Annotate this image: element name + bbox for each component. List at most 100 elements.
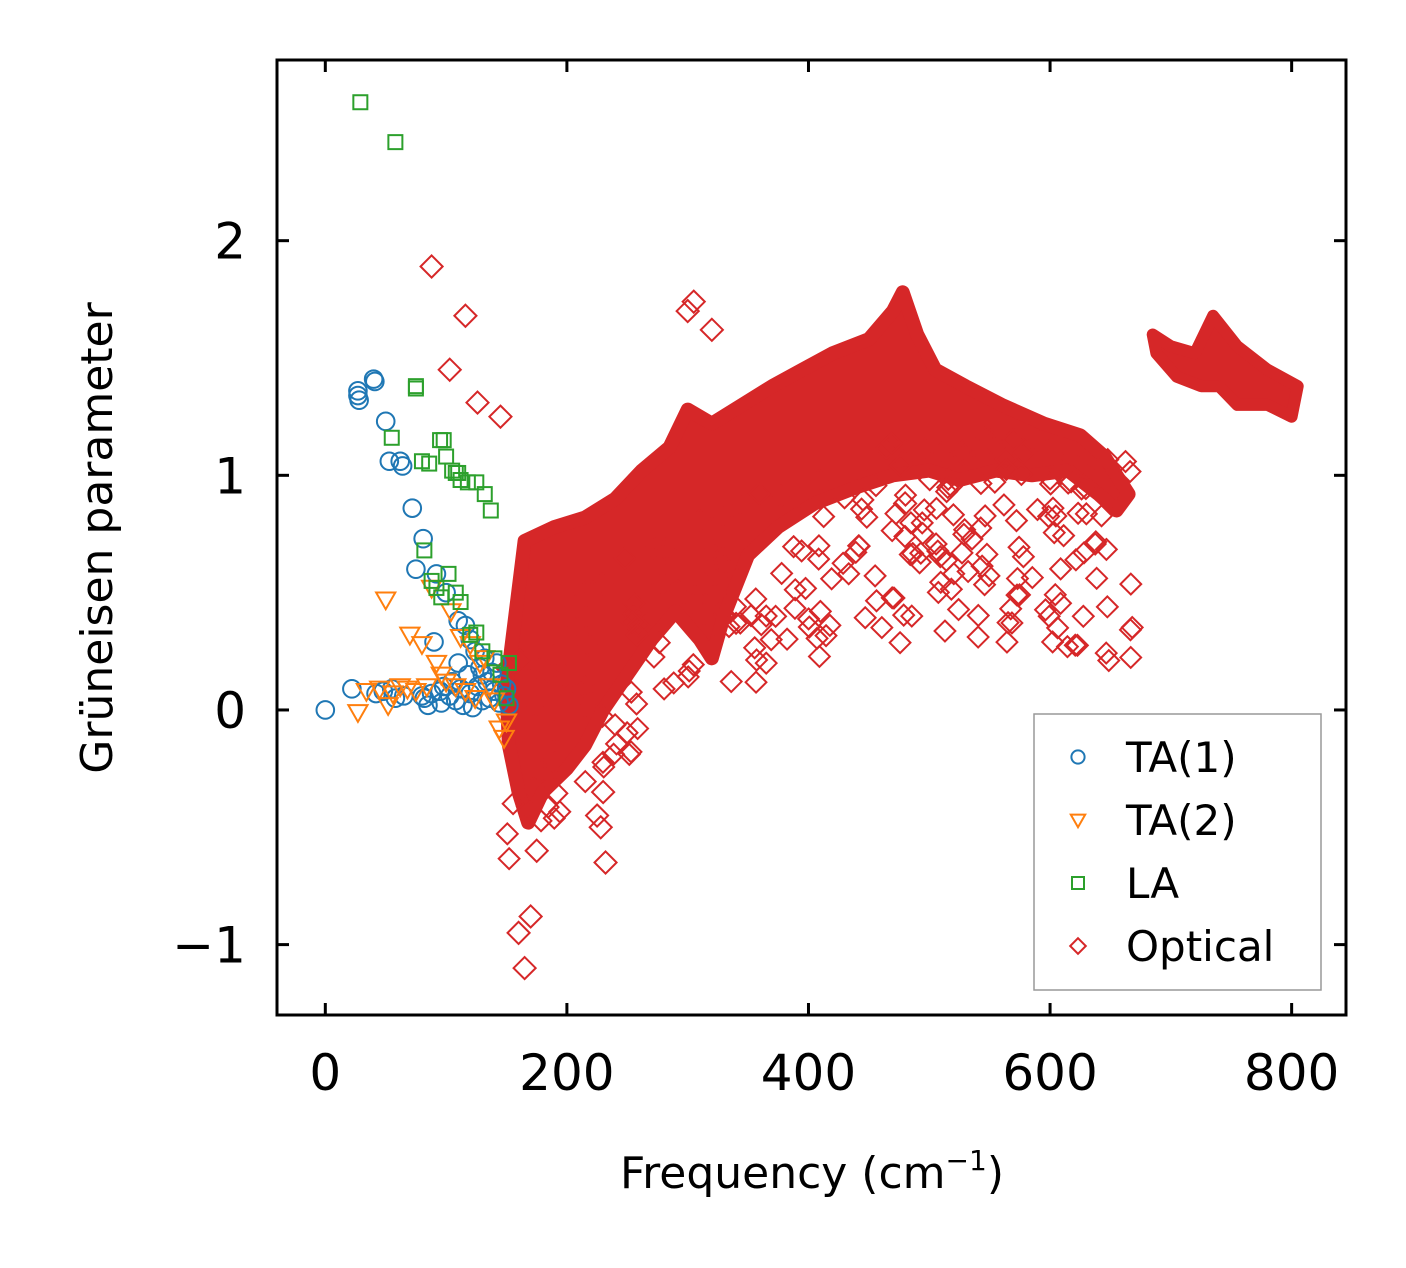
optical-point bbox=[831, 551, 855, 576]
optical-dense-region bbox=[499, 285, 1136, 830]
optical-point bbox=[928, 544, 953, 569]
ta-1-point bbox=[424, 632, 444, 652]
optical-point bbox=[818, 613, 842, 638]
ta-1-point bbox=[406, 559, 426, 579]
optical-point bbox=[677, 659, 702, 683]
optical-point bbox=[717, 614, 741, 639]
la-point bbox=[352, 94, 369, 111]
optical-point bbox=[547, 799, 572, 824]
optical-point bbox=[699, 317, 725, 343]
optical-point bbox=[769, 484, 793, 508]
optical-point bbox=[759, 627, 784, 652]
optical-point bbox=[1005, 566, 1030, 591]
optical-point bbox=[977, 564, 1001, 588]
ta-2-point bbox=[463, 690, 487, 710]
optical-high-frequency-region bbox=[1146, 309, 1304, 423]
ta-1-point bbox=[365, 371, 385, 392]
y-tick-label: 0 bbox=[214, 682, 246, 740]
ta-1-point bbox=[482, 662, 502, 683]
optical-point bbox=[564, 615, 589, 639]
ta-1-point bbox=[315, 700, 336, 720]
la-point bbox=[438, 448, 455, 465]
optical-point bbox=[879, 431, 904, 456]
optical-point bbox=[615, 720, 639, 745]
optical-point bbox=[978, 428, 1003, 452]
optical-point bbox=[624, 623, 649, 648]
optical-point bbox=[807, 644, 832, 669]
optical-point bbox=[864, 473, 888, 498]
la-point bbox=[383, 429, 400, 446]
data-marks bbox=[315, 94, 1081, 981]
optical-point bbox=[719, 669, 744, 694]
optical-point bbox=[1059, 469, 1083, 494]
plot-area bbox=[494, 285, 1304, 871]
optical-point bbox=[1118, 459, 1142, 484]
optical-point bbox=[1063, 633, 1088, 658]
optical-point bbox=[975, 542, 999, 567]
optical-point bbox=[874, 436, 899, 461]
optical-point bbox=[939, 577, 964, 602]
optical-point bbox=[1094, 537, 1119, 562]
optical-point bbox=[1037, 604, 1062, 629]
optical-point bbox=[625, 716, 650, 741]
ta-1-point bbox=[462, 697, 483, 718]
y-tick-label: 2 bbox=[214, 213, 246, 271]
optical-point bbox=[775, 627, 799, 651]
ta-2-point bbox=[376, 697, 400, 717]
ta-2-point bbox=[454, 682, 477, 703]
optical-point bbox=[1044, 504, 1068, 528]
optical-point bbox=[1064, 548, 1088, 572]
optical-point bbox=[924, 532, 948, 556]
optical-point bbox=[523, 694, 547, 718]
optical-point bbox=[1065, 633, 1090, 658]
optical-point bbox=[951, 438, 976, 463]
ta-2-point bbox=[381, 685, 405, 706]
optical-point bbox=[620, 610, 645, 634]
optical-point bbox=[723, 594, 748, 619]
optical-point bbox=[543, 719, 568, 744]
optical-point bbox=[452, 303, 478, 329]
optical-point bbox=[763, 604, 788, 629]
legend-marker bbox=[1068, 936, 1088, 956]
optical-point bbox=[789, 539, 814, 563]
optical-point bbox=[647, 630, 672, 655]
optical-point bbox=[1025, 428, 1050, 452]
optical-point bbox=[571, 673, 596, 698]
x-tick-label: 400 bbox=[761, 1044, 856, 1102]
optical-point bbox=[588, 814, 614, 840]
optical-point bbox=[893, 483, 918, 507]
optical-point bbox=[1042, 520, 1067, 545]
optical-point bbox=[853, 605, 878, 630]
optical-point bbox=[569, 681, 593, 705]
la-point bbox=[387, 134, 404, 151]
optical-point bbox=[702, 543, 727, 568]
la-point bbox=[435, 432, 452, 449]
optical-point bbox=[563, 594, 588, 619]
optical-point bbox=[591, 755, 616, 779]
optical-point bbox=[806, 547, 831, 571]
optical-point bbox=[1025, 497, 1050, 522]
optical-point bbox=[994, 457, 1019, 482]
x-tick-label: 200 bbox=[519, 1044, 614, 1102]
optical-point bbox=[590, 704, 615, 729]
optical-point bbox=[624, 692, 649, 716]
la-point bbox=[468, 474, 485, 491]
ta-2-point bbox=[439, 603, 463, 624]
optical-point bbox=[946, 597, 971, 622]
optical-point bbox=[1000, 611, 1024, 635]
la-point bbox=[468, 624, 485, 641]
optical-point bbox=[701, 536, 726, 561]
optical-point bbox=[880, 518, 904, 543]
ta-1-point bbox=[375, 411, 396, 432]
optical-point bbox=[1118, 645, 1143, 670]
optical-point bbox=[888, 630, 912, 655]
optical-point bbox=[1055, 469, 1081, 495]
optical-point bbox=[665, 579, 690, 603]
optical-point bbox=[939, 474, 964, 499]
optical-point bbox=[936, 467, 961, 492]
optical-point bbox=[941, 502, 966, 527]
optical-point bbox=[1083, 532, 1108, 556]
optical-point bbox=[933, 619, 957, 643]
la-point bbox=[440, 565, 457, 582]
